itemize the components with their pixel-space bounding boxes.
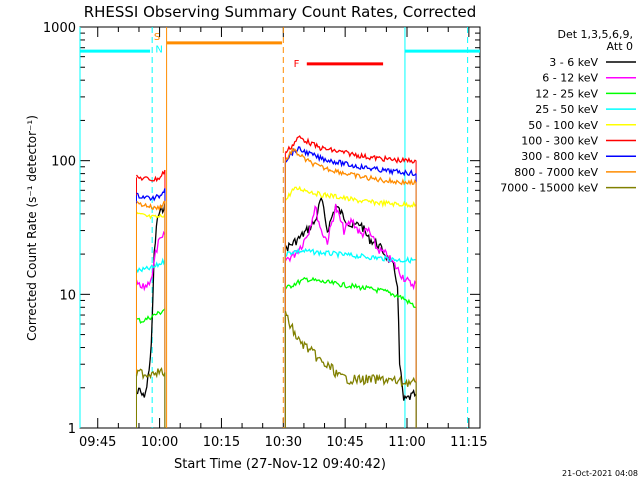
- series-line: [136, 200, 166, 212]
- y-tick-label: 10: [59, 288, 76, 303]
- series-line: [284, 203, 417, 291]
- y-tick-label: 1000: [43, 21, 76, 36]
- legend-header: Det 1,3,5,6,9,: [557, 28, 633, 41]
- legend-header: Att 0: [607, 40, 633, 53]
- legend-entry-label: 6 - 12 keV: [542, 72, 598, 85]
- legend-entry-label: 800 - 7000 keV: [514, 166, 598, 179]
- series-line: [284, 135, 417, 164]
- y-tick-label: 100: [51, 155, 76, 170]
- x-tick-label: 10:15: [203, 435, 240, 450]
- series-line: [136, 203, 166, 398]
- series-4: [135, 185, 417, 428]
- legend-entry-label: 3 - 6 keV: [549, 56, 598, 69]
- series-line: [284, 185, 417, 208]
- series-line: [135, 169, 166, 183]
- annotation-label: F: [294, 59, 300, 70]
- series-2: [135, 276, 417, 428]
- plot-axes: [79, 26, 481, 429]
- chart-title: RHESSI Observing Summary Count Rates, Co…: [84, 3, 477, 21]
- x-tick-label: 09:45: [79, 435, 116, 450]
- annotation-label: N: [155, 45, 162, 56]
- series-line: [136, 308, 166, 324]
- series-line: [284, 147, 417, 186]
- legend-entry-label: 7000 - 15000 keV: [500, 182, 598, 195]
- series-line: [136, 188, 166, 202]
- series-1: [135, 203, 417, 428]
- series-0: [135, 196, 417, 428]
- y-tick-label: 1: [68, 422, 76, 437]
- series-line: [284, 310, 417, 388]
- x-tick-label: 11:15: [450, 435, 487, 450]
- legend-entry-label: 25 - 50 keV: [535, 103, 598, 116]
- series-line: [135, 367, 166, 381]
- timestamp: 21-Oct-2021 04:08: [562, 469, 638, 478]
- series-line: [284, 146, 417, 177]
- series-8: [135, 310, 417, 428]
- x-tick-label: 10:00: [141, 435, 178, 450]
- legend-entry-label: 50 - 100 keV: [528, 119, 598, 132]
- series-6: [135, 146, 417, 428]
- series-group: [135, 135, 417, 428]
- series-line: [135, 257, 166, 274]
- legend: Det 1,3,5,6,9,Att 0 3 - 6 keV 6 - 12 keV 12…: [500, 28, 636, 195]
- x-tick-label: 10:45: [326, 435, 363, 450]
- series-line: [136, 211, 166, 220]
- y-axis-label: Corrected Count Rate (s⁻¹ detector⁻¹): [25, 115, 39, 341]
- plot-frame: [79, 26, 481, 429]
- series-5: [135, 135, 417, 428]
- x-tick-label: 10:30: [265, 435, 302, 450]
- series-line: [284, 196, 417, 401]
- series-7: [135, 147, 417, 428]
- x-axis-label: Start Time (27-Nov-12 09:40:42): [174, 457, 386, 472]
- legend-entry-label: 100 - 300 keV: [521, 135, 598, 148]
- series-line: [284, 276, 417, 309]
- annotations: SN F: [79, 27, 480, 428]
- tick-labels: 1 10 100 1000 09:45 10:00 10:15 10:30 10:45 11:00…: [43, 21, 488, 450]
- series-3: [135, 247, 417, 428]
- legend-entry-label: 300 - 800 keV: [521, 150, 598, 163]
- x-tick-label: 11:00: [388, 435, 425, 450]
- annotation-label: S: [154, 32, 160, 43]
- series-line: [135, 230, 166, 292]
- series-line: [285, 247, 417, 264]
- legend-entry-label: 12 - 25 keV: [535, 87, 598, 100]
